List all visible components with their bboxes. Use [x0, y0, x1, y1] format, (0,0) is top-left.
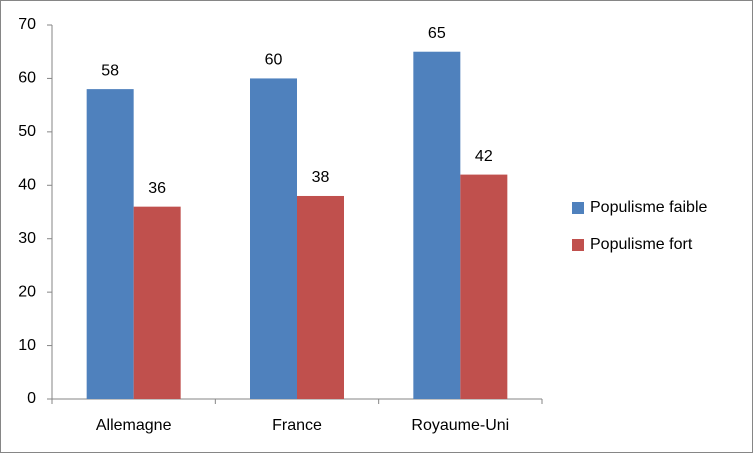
data-label: 36: [148, 180, 166, 197]
data-label: 60: [265, 52, 283, 69]
bar: [460, 174, 508, 399]
y-tick-label: 20: [18, 283, 36, 300]
legend-swatch: [572, 202, 584, 214]
bar: [250, 78, 297, 399]
y-tick-label: 50: [18, 123, 36, 140]
legend-swatch: [572, 239, 584, 251]
x-tick-label: Allemagne: [96, 417, 172, 434]
y-tick-label: 60: [18, 70, 36, 87]
y-tick-label: 30: [18, 230, 36, 247]
data-label: 58: [101, 62, 119, 79]
bar: [86, 89, 134, 399]
y-tick-label: 40: [18, 177, 36, 194]
x-tick-label: France: [272, 417, 322, 434]
data-label: 65: [428, 25, 446, 42]
y-tick-label: 10: [18, 337, 36, 354]
y-tick-label: 0: [27, 390, 36, 407]
data-label: 42: [475, 148, 493, 165]
x-tick-label: Royaume-Uni: [411, 417, 509, 434]
bar: [133, 206, 181, 399]
bar: [297, 195, 344, 399]
legend-label: Populisme fort: [590, 236, 693, 253]
data-label: 38: [312, 169, 330, 186]
legend-label: Populisme faible: [590, 199, 708, 216]
y-tick-label: 70: [18, 16, 36, 33]
bar: [413, 51, 461, 399]
